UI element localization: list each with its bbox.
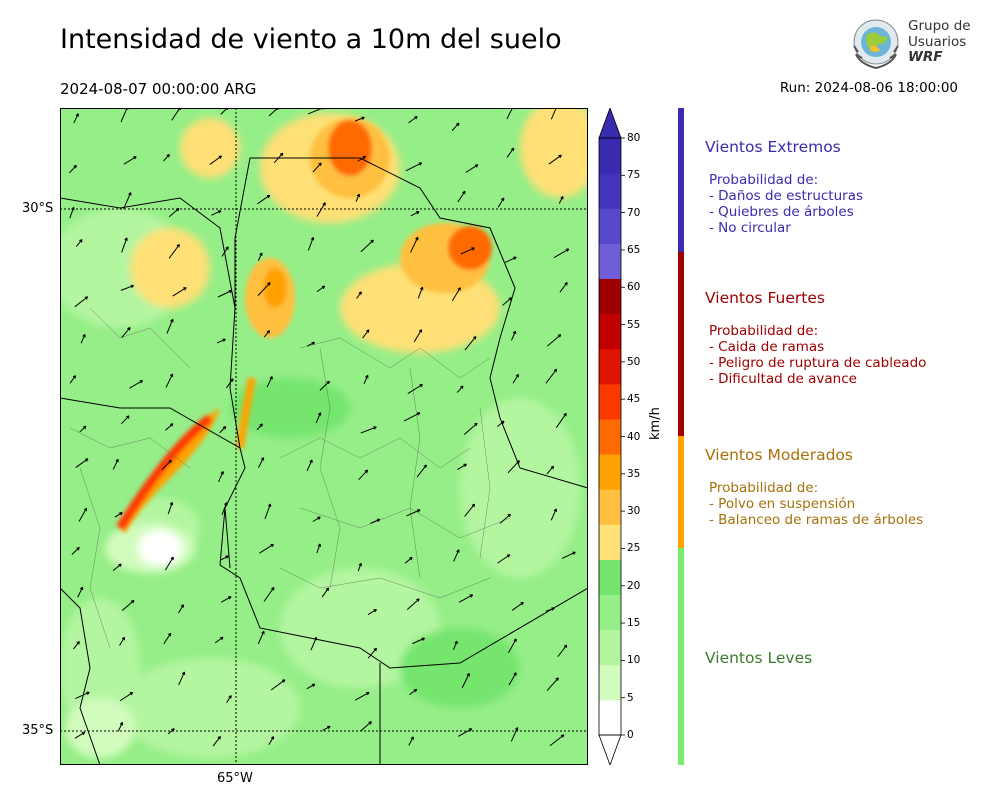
colorbar-segment — [599, 629, 621, 666]
moderate-winds-bar — [678, 436, 684, 548]
colorbar-tick-label: 30 — [627, 505, 641, 518]
colorbar-segment — [599, 173, 621, 209]
colorbar-segment — [599, 383, 621, 420]
colorbar-tick-label: 15 — [627, 617, 641, 630]
colorbar-tick-label: 35 — [627, 467, 641, 480]
colorbar-segment — [599, 313, 621, 350]
colorbar-segment — [599, 348, 621, 385]
logo-text-line3: WRF — [908, 49, 943, 65]
strong-winds-title: Vientos Fuertes — [705, 289, 825, 307]
colorbar-segment — [599, 208, 621, 244]
globe-icon — [853, 19, 899, 70]
chart-title: Intensidad de viento a 10m del suelo — [60, 24, 562, 55]
colorbar-segment — [599, 418, 621, 455]
moderate-winds-desc: Probabilidad de: - Polvo en suspensión -… — [709, 480, 923, 528]
province-borders — [60, 157, 588, 765]
extreme-winds-bar — [678, 108, 684, 252]
run-time-label: Run: 2024-08-06 18:00:00 — [779, 80, 958, 96]
colorbar-extend-min — [598, 734, 622, 765]
colorbar-scale — [598, 108, 625, 765]
light-winds-title: Vientos Leves — [705, 649, 813, 667]
lat-label-30s: 30°S — [22, 201, 54, 216]
colorbar: 0 5 10 15 20 25 30 35 40 45 50 55 60 65 70 75 80 — [596, 108, 646, 765]
colorbar-tick-label: 5 — [627, 691, 634, 704]
colorbar-segment — [599, 454, 621, 490]
extreme-desc-line: - Quiebres de árboles — [709, 204, 854, 220]
light-winds-bar — [678, 548, 684, 765]
moderate-desc-line: - Polvo en suspensión — [709, 496, 856, 512]
colorbar-segment — [599, 699, 621, 736]
colorbar-unit: km/h — [648, 407, 663, 440]
colorbar-segment — [599, 489, 621, 525]
colorbar-tick-label: 25 — [627, 542, 641, 555]
lon-label-65w: 65°W — [217, 771, 253, 786]
strong-desc-line: - Peligro de ruptura de cableado — [709, 355, 927, 371]
colorbar-segment — [599, 278, 621, 315]
colorbar-tick-label: 0 — [627, 729, 634, 741]
valid-time-label: 2024-08-07 00:00:00 ARG — [60, 80, 257, 98]
colorbar-segment — [599, 243, 621, 279]
logo-text-line1: Grupo de — [908, 18, 971, 34]
colorbar-tick-label: 50 — [627, 355, 641, 368]
colorbar-segment — [599, 559, 621, 596]
strong-winds-bar — [678, 252, 684, 436]
extreme-winds-title: Vientos Extremos — [705, 138, 841, 156]
department-borders — [69, 307, 511, 649]
country-border — [60, 587, 101, 765]
extreme-desc-line: - Daños de estructuras — [709, 188, 864, 204]
graticule — [60, 108, 588, 765]
wind-map — [60, 108, 588, 765]
wind-vectors — [68, 108, 576, 747]
moderate-desc-line: - Balanceo de ramas de árboles — [709, 512, 924, 528]
colorbar-segment — [599, 664, 621, 701]
moderate-desc-line: Probabilidad de: — [709, 480, 819, 496]
colorbar-tick-label: 60 — [627, 281, 641, 294]
colorbar-segment — [599, 524, 621, 560]
colorbar-extend-max — [598, 108, 622, 139]
strong-desc-line: - Caida de ramas — [709, 339, 825, 355]
colorbar-tick-label: 75 — [627, 169, 641, 182]
colorbar-tick-label: 65 — [627, 243, 641, 256]
extreme-desc-line: Probabilidad de: — [709, 172, 819, 188]
extreme-winds-desc: Probabilidad de: - Daños de estructuras … — [709, 172, 863, 236]
colorbar-segment — [599, 138, 621, 174]
colorbar-tick-label: 70 — [627, 206, 641, 219]
colorbar-tick-label: 10 — [627, 654, 641, 667]
colorbar-tick-label: 45 — [627, 393, 641, 406]
colorbar-tick-label: 20 — [627, 579, 641, 592]
extreme-desc-line: - No circular — [709, 220, 791, 236]
moderate-winds-title: Vientos Moderados — [705, 446, 853, 464]
colorbar-segment — [599, 594, 621, 631]
wrf-logo: Grupo de Usuarios WRF — [848, 16, 978, 72]
strong-desc-line: Probabilidad de: — [709, 323, 819, 339]
colorbar-tick-label: 40 — [627, 430, 641, 443]
colorbar-tick-label: 55 — [627, 318, 641, 331]
strong-desc-line: - Dificultad de avance — [709, 371, 857, 387]
colorbar-tick-label: 80 — [627, 132, 641, 144]
lat-label-35s: 35°S — [22, 723, 54, 738]
strong-winds-desc: Probabilidad de: - Caida de ramas - Peli… — [709, 323, 926, 387]
logo-text-line2: Usuarios — [908, 34, 967, 50]
